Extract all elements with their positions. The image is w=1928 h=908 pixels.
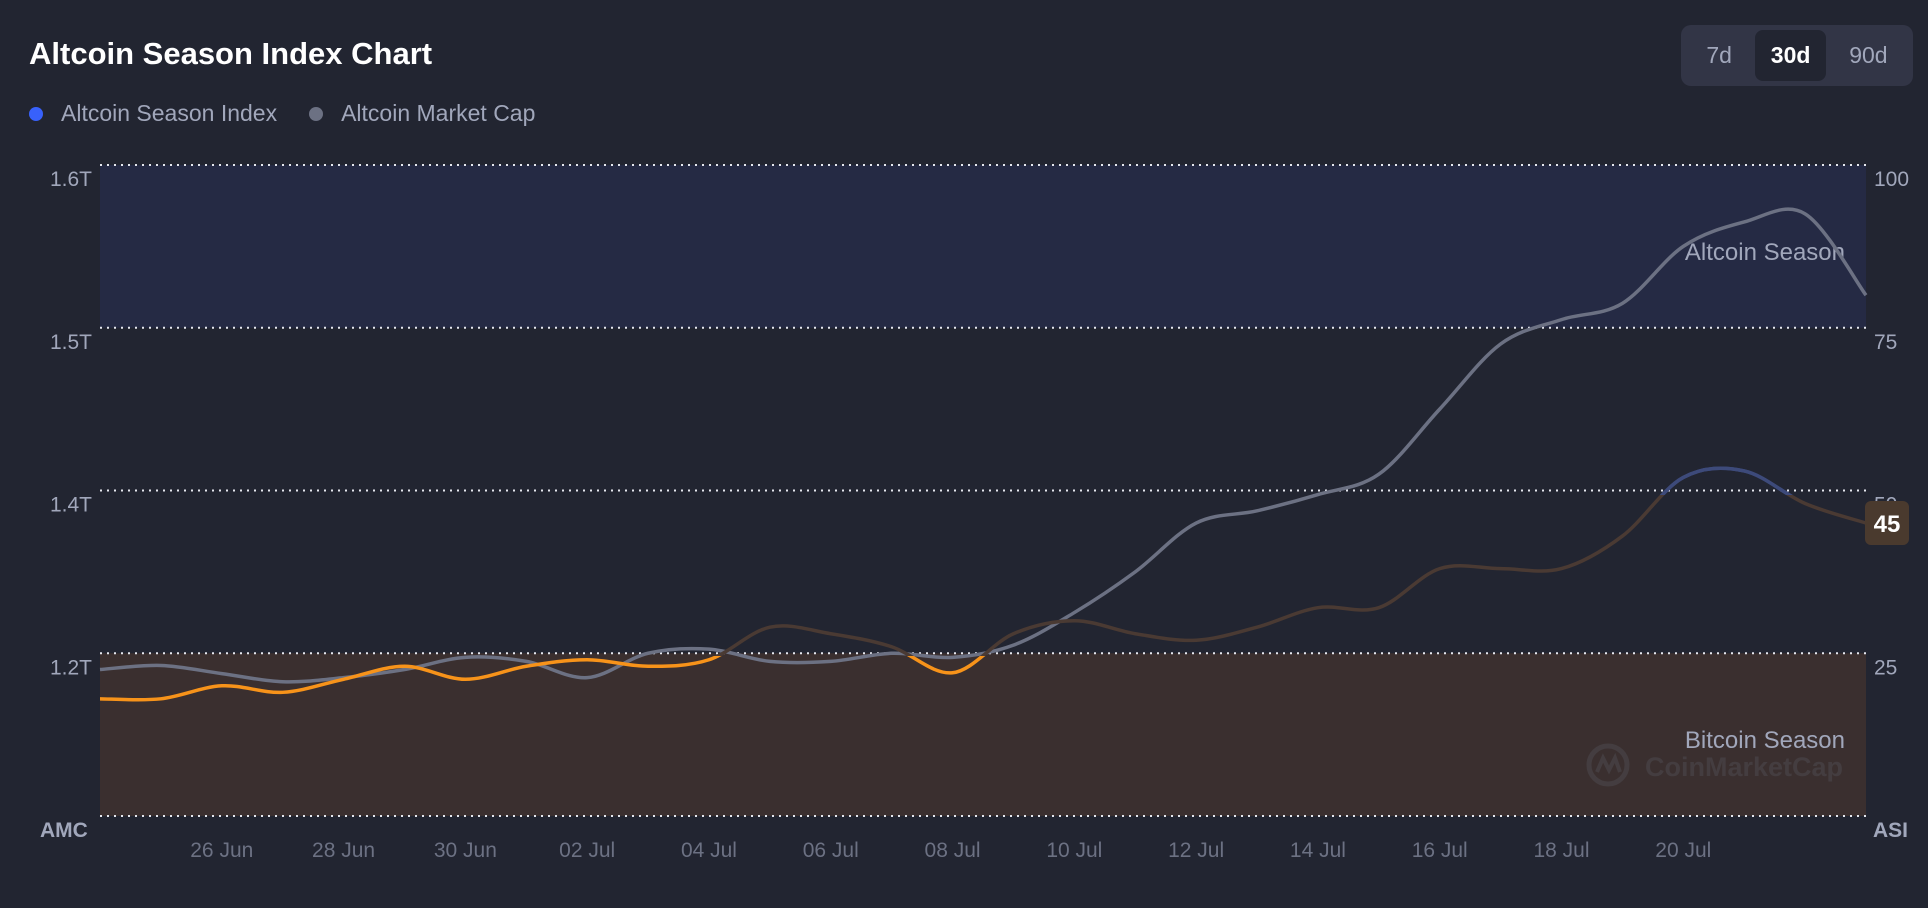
x-tick-label: 10 Jul [1046,839,1102,862]
zone-label-altcoin-season: Altcoin Season [1685,239,1845,266]
series-line-altcoin-market-cap [99,207,1868,684]
legend-label-asi: Altcoin Season Index [61,100,278,126]
x-tick-label: 18 Jul [1533,839,1589,862]
legend-item-asi[interactable]: Altcoin Season Index [29,100,277,127]
chart-legend: Altcoin Season Index Altcoin Market Cap [29,100,567,127]
x-tick-label: 28 Jun [312,839,375,862]
left-tick-label: 1.5T [50,331,92,354]
range-7d-button[interactable]: 7d [1706,42,1732,68]
x-tick-label: 02 Jul [559,839,615,862]
x-tick-label: 12 Jul [1168,839,1224,862]
right-tick-label: 100 [1874,168,1909,191]
x-tick-label: 16 Jul [1412,839,1468,862]
x-tick-label: 06 Jul [803,839,859,862]
left-tick-label: 1.6T [50,168,92,191]
current-value-label: 45 [1874,511,1901,538]
left-tick-label: 1.2T [50,656,92,679]
zone-altcoin [100,165,1866,328]
coinmarketcap-logo-mark [1595,752,1622,775]
left-axis-label: AMC [40,819,88,842]
series-line-asi-neutral-zone [713,495,1866,656]
x-tick-label: 20 Jul [1655,839,1711,862]
coinmarketcap-watermark: CoinMarketCap [1586,743,1843,787]
left-tick-label: 1.4T [50,494,92,517]
right-tick-label: 25 [1874,656,1897,679]
legend-label-amc: Altcoin Market Cap [341,100,536,126]
legend-item-amc[interactable]: Altcoin Market Cap [309,100,535,127]
legend-dot-asi [29,106,43,121]
range-90d-button[interactable]: 90d [1849,42,1888,68]
range-selector: 7d 30d 90d [1681,25,1913,86]
right-tick-label: 75 [1874,331,1897,354]
current-value-badge [1865,501,1909,546]
x-tick-label: 04 Jul [681,839,737,862]
x-tick-label: 08 Jul [925,839,981,862]
range-30d-button[interactable]: 30d [1754,30,1827,81]
x-tick-label: 26 Jun [190,839,253,862]
series-line-asi-bitcoin-zone [100,656,986,702]
right-axis-label: ASI [1873,819,1908,842]
x-tick-label: 14 Jul [1290,839,1346,862]
watermark-text: CoinMarketCap [1645,752,1843,782]
chart-title: Altcoin Season Index Chart [29,36,433,71]
zone-label-bitcoin-season: Bitcoin Season [1685,727,1845,754]
coinmarketcap-logo-icon [1586,743,1630,787]
legend-dot-amc [309,106,324,121]
zone-bitcoin [100,653,1866,816]
x-tick-label: 30 Jun [434,839,497,862]
